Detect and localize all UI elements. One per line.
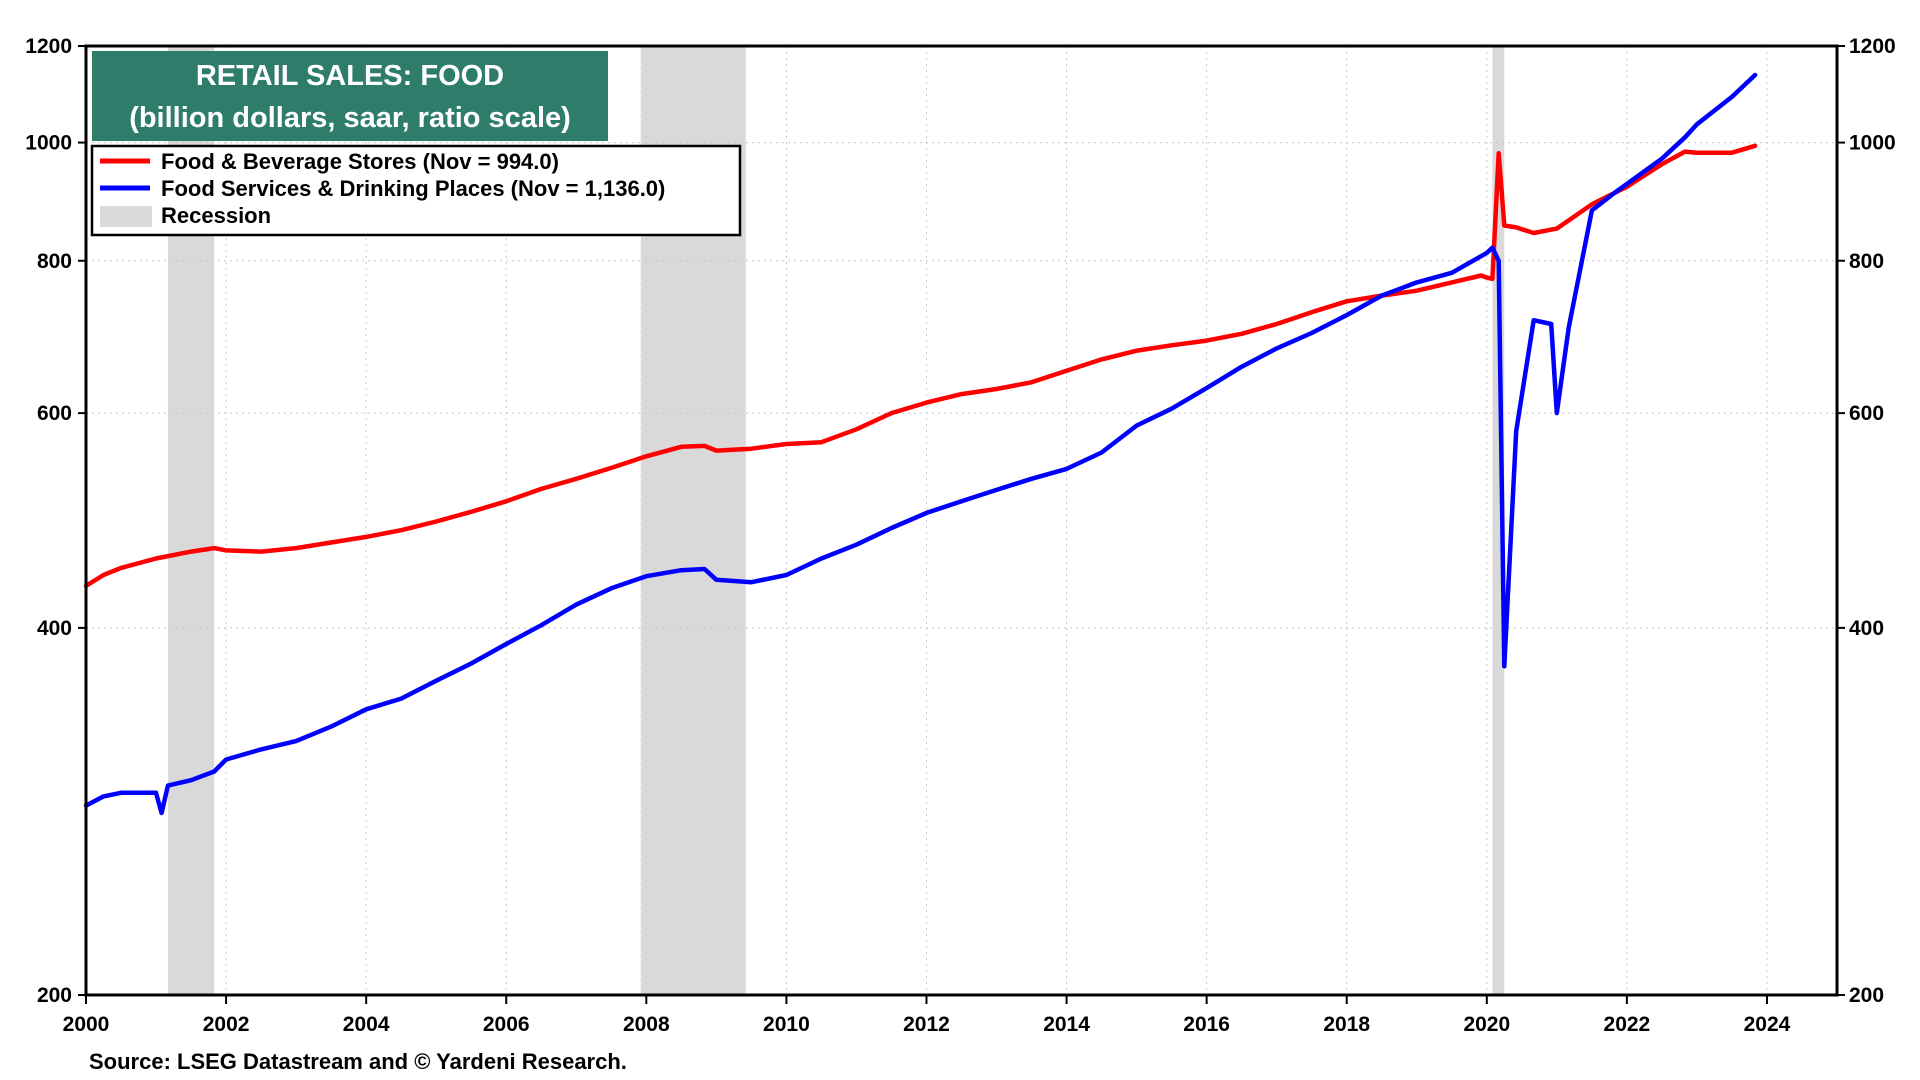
y-tick-label-left: 400 — [37, 617, 72, 640]
x-tick-label: 2012 — [903, 1013, 950, 1036]
legend-swatch-recession — [100, 206, 152, 227]
x-tick-label: 2022 — [1604, 1013, 1651, 1036]
x-tick-label: 2006 — [483, 1013, 530, 1036]
recession-band — [1492, 46, 1505, 995]
legend-label-food-beverage-stores: Food & Beverage Stores (Nov = 994.0) — [161, 149, 559, 174]
x-tick-label: 2000 — [63, 1013, 110, 1036]
legend-label-food-services: Food Services & Drinking Places (Nov = 1… — [161, 176, 665, 201]
x-tick-label: 2024 — [1744, 1013, 1791, 1036]
y-tick-label-left: 200 — [37, 984, 72, 1007]
legend-box — [90, 144, 742, 237]
y-tick-label-right: 1200 — [1849, 35, 1896, 58]
axes: 200 200 400 400 600 600 800 800 1000 1000 1200 1200… — [25, 35, 1895, 1036]
x-tick-label: 2008 — [623, 1013, 670, 1036]
x-tick-label: 2004 — [343, 1013, 390, 1036]
x-tick-label: 2014 — [1043, 1013, 1090, 1036]
x-tick-label: 2020 — [1463, 1013, 1510, 1036]
legend-label-recession: Recession — [161, 203, 271, 228]
title-box-background — [92, 51, 608, 141]
series-line-food-beverage-stores — [83, 143, 1758, 589]
chart-subtitle: (billion dollars, saar, ratio scale) — [129, 102, 571, 134]
y-tick-label-right: 600 — [1849, 402, 1884, 425]
y-tick-label-left: 600 — [37, 402, 72, 425]
y-tick-label-right: 1000 — [1849, 132, 1896, 155]
x-tick-label: 2018 — [1323, 1013, 1370, 1036]
gridlines — [86, 46, 1837, 995]
y-tick-label-right: 200 — [1849, 984, 1884, 1007]
y-tick-label-left: 800 — [37, 250, 72, 273]
x-tick-label: 2010 — [763, 1013, 810, 1036]
x-tick-label: 2002 — [203, 1013, 250, 1036]
y-tick-label-left: 1000 — [25, 132, 72, 155]
source-note: Source: LSEG Datastream and © Yardeni Re… — [89, 1049, 627, 1074]
legend: Food & Beverage Stores (Nov = 994.0) Foo… — [90, 144, 742, 237]
y-tick-label-right: 800 — [1849, 250, 1884, 273]
chart-title: RETAIL SALES: FOOD — [196, 60, 504, 92]
title-box: RETAIL SALES: FOOD (billion dollars, saa… — [92, 51, 608, 141]
plot-frame — [84, 44, 1839, 997]
series-line-food-services — [83, 72, 1758, 816]
y-tick-label-left: 1200 — [25, 35, 72, 58]
series-lines — [83, 72, 1758, 816]
y-tick-label-right: 400 — [1849, 617, 1884, 640]
x-tick-label: 2016 — [1183, 1013, 1230, 1036]
